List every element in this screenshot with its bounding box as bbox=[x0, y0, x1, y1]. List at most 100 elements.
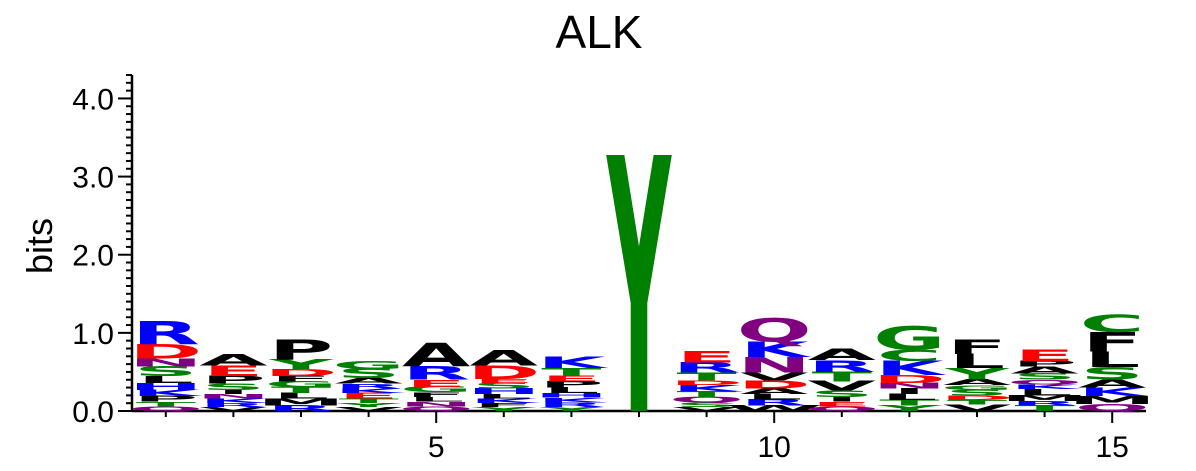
logo-letter-q: Q bbox=[804, 405, 879, 412]
logo-letter-f: F bbox=[1082, 327, 1142, 358]
logo-letter-y: Y bbox=[538, 406, 604, 412]
logo-letter-s: S bbox=[945, 388, 1009, 397]
logo-letter-a: A bbox=[470, 346, 539, 371]
logo-letter-k: K bbox=[537, 353, 609, 372]
logo-letter-d: D bbox=[940, 394, 1013, 401]
logo-letter-v: V bbox=[672, 406, 741, 412]
logo-letter-e: E bbox=[812, 400, 872, 407]
logo-letter-l: L bbox=[746, 392, 802, 401]
x-tick-label: 10 bbox=[758, 431, 791, 464]
logo-letter-r: R bbox=[537, 401, 605, 408]
y-tick-label: 3.0 bbox=[72, 162, 114, 195]
logo-letter-t: T bbox=[677, 390, 738, 399]
logo-letter-p: P bbox=[201, 374, 266, 386]
logo-letter-r: R bbox=[199, 402, 267, 408]
logo-letter-g: G bbox=[400, 385, 472, 394]
logo-letter-k: K bbox=[1010, 383, 1082, 390]
logo-letter-d: D bbox=[670, 379, 743, 386]
logo-letter-t: T bbox=[136, 400, 197, 407]
logo-letter-r: R bbox=[740, 398, 808, 408]
logo-letter-i: I bbox=[893, 387, 926, 396]
logo-letter-h: H bbox=[534, 392, 608, 399]
logo-letter-l: L bbox=[881, 392, 937, 402]
logo-letter-r: R bbox=[335, 382, 403, 389]
logo-letter-s: S bbox=[134, 364, 198, 379]
logo-letter-f: F bbox=[474, 402, 534, 408]
logo-letter-g: G bbox=[265, 380, 337, 389]
logo-letter-g: G bbox=[873, 319, 945, 357]
logo-letter-p: P bbox=[539, 380, 604, 390]
logo-letter-p: P bbox=[133, 395, 198, 404]
logo-letter-q: Q bbox=[1007, 378, 1082, 385]
logo-letter-r: R bbox=[132, 315, 200, 353]
logo-letter-d: D bbox=[467, 362, 540, 383]
logo-letter-v: V bbox=[943, 403, 1012, 413]
logo-letter-e: E bbox=[406, 378, 466, 389]
logo-letter-q: Q bbox=[399, 405, 474, 412]
logo-letter-r: R bbox=[267, 404, 335, 413]
logo-letter-t: T bbox=[1015, 404, 1076, 413]
logo-letter-a: A bbox=[199, 351, 267, 370]
x-axis: 5 10 15 bbox=[132, 409, 1146, 464]
logo-letter-t: T bbox=[812, 369, 872, 384]
logo-letter-t: T bbox=[947, 399, 1008, 406]
logo-letter-r: R bbox=[808, 357, 876, 376]
logo-letter-m: M bbox=[257, 397, 345, 408]
logo-letter-a: A bbox=[1078, 378, 1147, 390]
logo-letter-h: H bbox=[467, 387, 541, 396]
logo-letter-a: A bbox=[808, 345, 876, 364]
logo-letter-l: L bbox=[408, 396, 464, 403]
logo-letter-a: A bbox=[402, 336, 471, 374]
logo-letter-c: C bbox=[1080, 311, 1145, 338]
logo-letter-e: E bbox=[676, 348, 736, 367]
logo-letter-s: S bbox=[1080, 364, 1144, 384]
logo-letter-v: V bbox=[199, 406, 268, 412]
logo-letter-k: K bbox=[537, 396, 609, 403]
logo-stacks: QTPKHLSNDRVRKNISPEARMLTGFDYPVYTEKRASGQNL… bbox=[128, 86, 1156, 471]
logo-letter-n: N bbox=[737, 353, 811, 378]
logo-letter-i: I bbox=[217, 389, 250, 395]
y-axis-label: bits bbox=[19, 218, 60, 274]
logo-letter-l: L bbox=[1016, 387, 1072, 397]
logo-letter-e: E bbox=[541, 374, 601, 383]
logo-letter-t: T bbox=[271, 385, 332, 395]
logo-letter-k: K bbox=[1078, 385, 1149, 399]
logo-letter-s: S bbox=[675, 401, 739, 408]
logo-letter-r: R bbox=[402, 363, 470, 384]
logo-letter-t: T bbox=[541, 366, 601, 378]
logo-letter-l: L bbox=[1084, 348, 1140, 373]
logo-letter-y: Y bbox=[944, 365, 1011, 384]
logo-letter-q: Q bbox=[669, 395, 744, 404]
logo-letter-y: Y bbox=[335, 402, 401, 408]
logo-letter-n: N bbox=[129, 357, 203, 369]
logo-letter-l: L bbox=[476, 393, 532, 400]
logo-letter-n: N bbox=[196, 393, 270, 400]
logo-letter-a: A bbox=[943, 378, 1012, 387]
x-tick-label: 15 bbox=[1096, 431, 1129, 464]
logo-letter-g: G bbox=[941, 384, 1013, 391]
x-tick-label: 5 bbox=[428, 431, 445, 464]
logo-letter-y: Y bbox=[268, 357, 335, 372]
logo-letter-k: K bbox=[132, 388, 204, 398]
logo-letter-e: E bbox=[1014, 346, 1074, 365]
logo-letter-c: C bbox=[877, 346, 942, 365]
logo-letter-y: Y bbox=[470, 406, 536, 412]
logo-column-8: Y bbox=[606, 86, 672, 471]
logo-letter-s: S bbox=[1013, 372, 1077, 382]
logo-letter-k: K bbox=[672, 384, 744, 394]
logo-letter-r: R bbox=[1011, 400, 1079, 407]
logo-letter-a: A bbox=[334, 377, 403, 386]
logo-letter-d: D bbox=[738, 378, 811, 390]
logo-letter-w: W bbox=[726, 404, 823, 413]
y-tick-label: 2.0 bbox=[72, 240, 114, 273]
